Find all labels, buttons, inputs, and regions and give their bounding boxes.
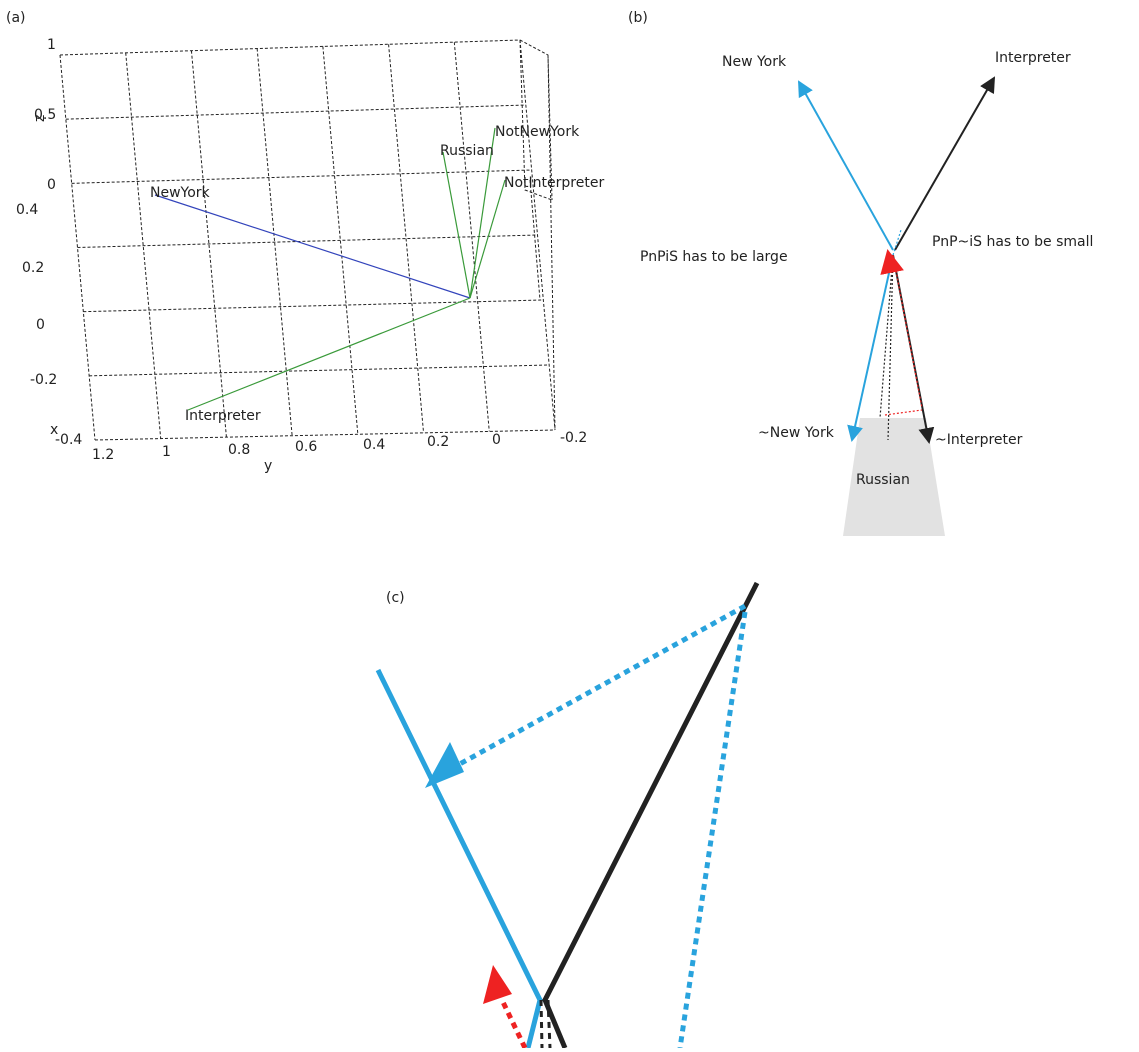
- arrow: [894, 76, 995, 251]
- tick-label: -0.2: [30, 372, 57, 388]
- tick-label: 0: [36, 317, 45, 333]
- tick-label: 0.4: [363, 437, 385, 453]
- tick-label: 0.2: [427, 434, 449, 450]
- grid-line: [71, 169, 532, 184]
- tick-label: 1: [47, 37, 56, 53]
- box-edges: [519, 39, 556, 431]
- 3d-grid: [59, 39, 556, 441]
- projections: [879, 229, 923, 441]
- tick-label: 0.4: [16, 202, 38, 218]
- vector-label: Interpreter: [995, 50, 1071, 66]
- grid-line: [65, 104, 526, 120]
- vectors-a: [154, 127, 506, 411]
- vector-label: New York: [722, 54, 787, 70]
- panel-label: (a): [6, 10, 26, 26]
- line: [375, 668, 543, 1049]
- tick-label: -0.4: [55, 432, 82, 448]
- vector-label: NotInterpreter: [504, 175, 604, 191]
- line: [542, 581, 760, 1049]
- region-label: Russian: [856, 472, 910, 488]
- tick-label: -0.2: [560, 430, 587, 446]
- grid-line: [94, 429, 556, 441]
- grid-line: [89, 364, 550, 377]
- tick-label: 0.8: [228, 442, 250, 458]
- tick-label: 0: [47, 177, 56, 193]
- vector-label: NewYork: [150, 185, 211, 201]
- arrowhead: [425, 742, 464, 788]
- grid-line: [59, 39, 521, 56]
- grid-line: [77, 234, 538, 248]
- axis-label: y: [264, 458, 272, 474]
- vector-label: NotNewYork: [495, 124, 580, 140]
- tick-label: 1: [162, 444, 171, 460]
- tick-label: 0.5: [34, 107, 56, 123]
- grid-line: [388, 44, 425, 433]
- panel-label: (b): [628, 10, 648, 26]
- arrow: [798, 80, 894, 251]
- axis-label: z: [32, 115, 48, 122]
- grid-line: [83, 299, 544, 313]
- tick-label: 1.2: [92, 447, 114, 463]
- vector-label: Russian: [440, 143, 494, 159]
- grid-line: [453, 42, 490, 432]
- note: PnPiS has to be large: [640, 249, 788, 265]
- arrow: [847, 254, 894, 442]
- arrow: [892, 254, 935, 444]
- panel-label: (c): [386, 590, 405, 606]
- arrowhead: [483, 965, 512, 1004]
- arrow: [880, 249, 904, 275]
- region: [843, 418, 945, 536]
- vector-label: ~Interpreter: [935, 432, 1023, 448]
- vector-label: Interpreter: [185, 408, 261, 424]
- note: PnP~iS has to be small: [932, 234, 1093, 250]
- vector-label: ~New York: [758, 425, 835, 441]
- dotted-lines: [456, 603, 748, 1050]
- tick-label: 0: [492, 432, 501, 448]
- tick-label: 0.2: [22, 260, 44, 276]
- axis-label: x: [50, 422, 58, 438]
- tick-label: 0.6: [295, 439, 317, 455]
